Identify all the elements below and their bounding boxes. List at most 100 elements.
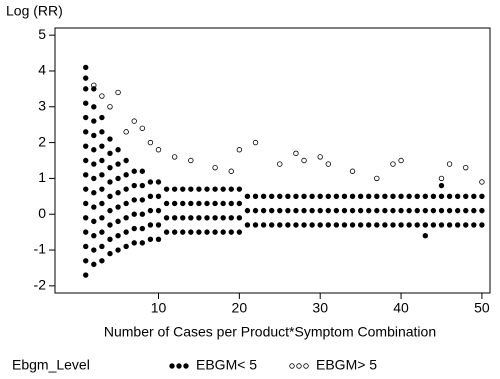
filled-point bbox=[163, 186, 170, 192]
filled-point bbox=[414, 207, 420, 214]
filled-point bbox=[244, 222, 251, 228]
filled-point bbox=[115, 147, 121, 153]
filled-point bbox=[406, 193, 412, 200]
filled-point bbox=[220, 200, 226, 207]
filled-point bbox=[325, 222, 331, 228]
filled-point bbox=[91, 132, 97, 139]
filled-point bbox=[446, 222, 453, 228]
filled-point bbox=[196, 200, 202, 207]
filled-point bbox=[430, 207, 437, 214]
filled-point bbox=[463, 207, 469, 214]
filled-point bbox=[99, 114, 105, 121]
filled-point bbox=[83, 258, 89, 264]
legend-title: Ebgm_Level bbox=[12, 357, 90, 373]
plot-frame bbox=[54, 27, 491, 294]
filled-point bbox=[317, 193, 323, 200]
filled-point bbox=[293, 222, 299, 228]
filled-point bbox=[454, 193, 461, 200]
filled-point bbox=[438, 182, 445, 189]
filled-point bbox=[325, 193, 331, 200]
open-point bbox=[236, 147, 243, 153]
x-tick-label: 20 bbox=[232, 300, 248, 316]
filled-point bbox=[99, 229, 105, 235]
filled-point bbox=[236, 186, 243, 192]
filled-point bbox=[236, 229, 243, 235]
filled-point bbox=[301, 207, 307, 214]
open-point bbox=[147, 139, 154, 146]
filled-point bbox=[196, 186, 202, 192]
filled-point bbox=[228, 229, 234, 235]
filled-point bbox=[471, 222, 477, 228]
filled-point bbox=[309, 193, 315, 200]
filled-point bbox=[123, 200, 129, 207]
filled-point bbox=[277, 207, 283, 214]
filled-point bbox=[107, 236, 113, 242]
filled-point bbox=[188, 200, 194, 207]
filled-point bbox=[260, 193, 267, 200]
filled-point bbox=[83, 86, 89, 92]
y-axis-label: Log (RR) bbox=[6, 3, 63, 19]
filled-point bbox=[107, 222, 113, 228]
filled-point bbox=[196, 215, 202, 221]
open-point bbox=[398, 157, 404, 164]
filled-point bbox=[260, 207, 267, 214]
filled-point bbox=[91, 175, 97, 182]
open-point bbox=[293, 150, 299, 157]
filled-point bbox=[228, 200, 234, 207]
filled-point bbox=[115, 175, 121, 182]
filled-point bbox=[107, 250, 113, 257]
filled-point bbox=[91, 247, 97, 253]
filled-point bbox=[147, 207, 154, 214]
filled-point bbox=[83, 200, 89, 207]
filled-point bbox=[268, 193, 275, 200]
open-point bbox=[91, 82, 97, 88]
filled-point bbox=[244, 193, 251, 200]
filled-point bbox=[220, 229, 226, 235]
filled-point bbox=[325, 207, 331, 214]
filled-point bbox=[285, 207, 291, 214]
filled-point bbox=[236, 200, 243, 207]
filled-point bbox=[471, 207, 477, 214]
filled-point bbox=[91, 261, 97, 268]
filled-point bbox=[83, 64, 89, 71]
filled-point bbox=[147, 193, 154, 200]
filled-point bbox=[115, 190, 121, 196]
filled-point bbox=[115, 204, 121, 210]
filled-point bbox=[131, 197, 137, 203]
filled-point bbox=[115, 233, 121, 239]
y-tick-label: 1 bbox=[38, 169, 46, 185]
filled-point bbox=[277, 193, 283, 200]
filled-point bbox=[390, 193, 396, 200]
filled-point bbox=[180, 186, 186, 192]
filled-point bbox=[349, 207, 356, 214]
filled-point bbox=[293, 193, 299, 200]
filled-point bbox=[83, 272, 89, 278]
y-tick-label: 4 bbox=[38, 62, 46, 78]
filled-point bbox=[374, 207, 380, 214]
filled-point bbox=[147, 222, 154, 228]
open-point bbox=[463, 164, 469, 171]
legend-marker bbox=[289, 363, 295, 369]
y-tick-label: 5 bbox=[38, 26, 46, 42]
filled-point bbox=[204, 215, 210, 221]
y-tick-label: 3 bbox=[38, 97, 46, 113]
filled-point bbox=[252, 193, 259, 200]
filled-point bbox=[131, 225, 137, 232]
filled-point bbox=[99, 258, 105, 264]
open-point bbox=[252, 139, 259, 146]
filled-point bbox=[188, 186, 194, 192]
filled-point bbox=[422, 222, 429, 228]
legend-label: EBGM< 5 bbox=[196, 357, 257, 373]
legend-marker bbox=[176, 363, 182, 369]
filled-point bbox=[390, 222, 396, 228]
y-tick-label: -1 bbox=[34, 241, 47, 257]
open-point bbox=[325, 161, 331, 167]
filled-point bbox=[374, 222, 380, 228]
open-point bbox=[212, 164, 218, 171]
filled-point bbox=[438, 207, 445, 214]
legend-marker bbox=[296, 363, 302, 369]
filled-point bbox=[163, 200, 170, 207]
filled-point bbox=[382, 222, 388, 228]
filled-point bbox=[438, 222, 445, 228]
filled-point bbox=[163, 229, 170, 235]
